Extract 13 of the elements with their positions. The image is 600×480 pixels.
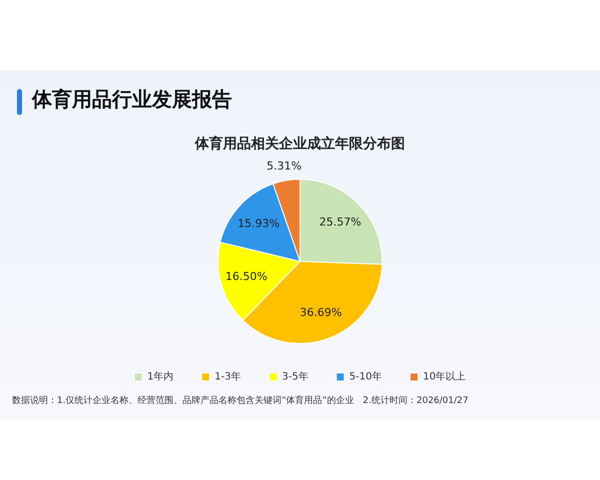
- data-label: 16.50%: [225, 270, 268, 283]
- legend-label: 10年以上: [423, 370, 466, 383]
- legend-label: 5-10年: [349, 370, 382, 383]
- data-label: 15.93%: [238, 216, 280, 230]
- data-label: 25.57%: [319, 215, 362, 228]
- chart-subtitle: 体育用品相关企业成立年限分布图: [194, 135, 405, 152]
- data-label: 36.69%: [300, 306, 342, 320]
- legend-label: 3-5年: [282, 370, 308, 383]
- legend-label: 1-3年: [214, 370, 241, 383]
- text: 数据说明：1.仅统计企业名称、经营范围、品牌产品名称包含关键词“体育用品”的企业 2.统计时间：2026/01/27: [12, 394, 468, 407]
- data-label: 5.31%: [266, 159, 302, 172]
- chart-title: 体育用品行业发展报告: [32, 86, 232, 113]
- legend-label: 1年内: [147, 370, 174, 383]
